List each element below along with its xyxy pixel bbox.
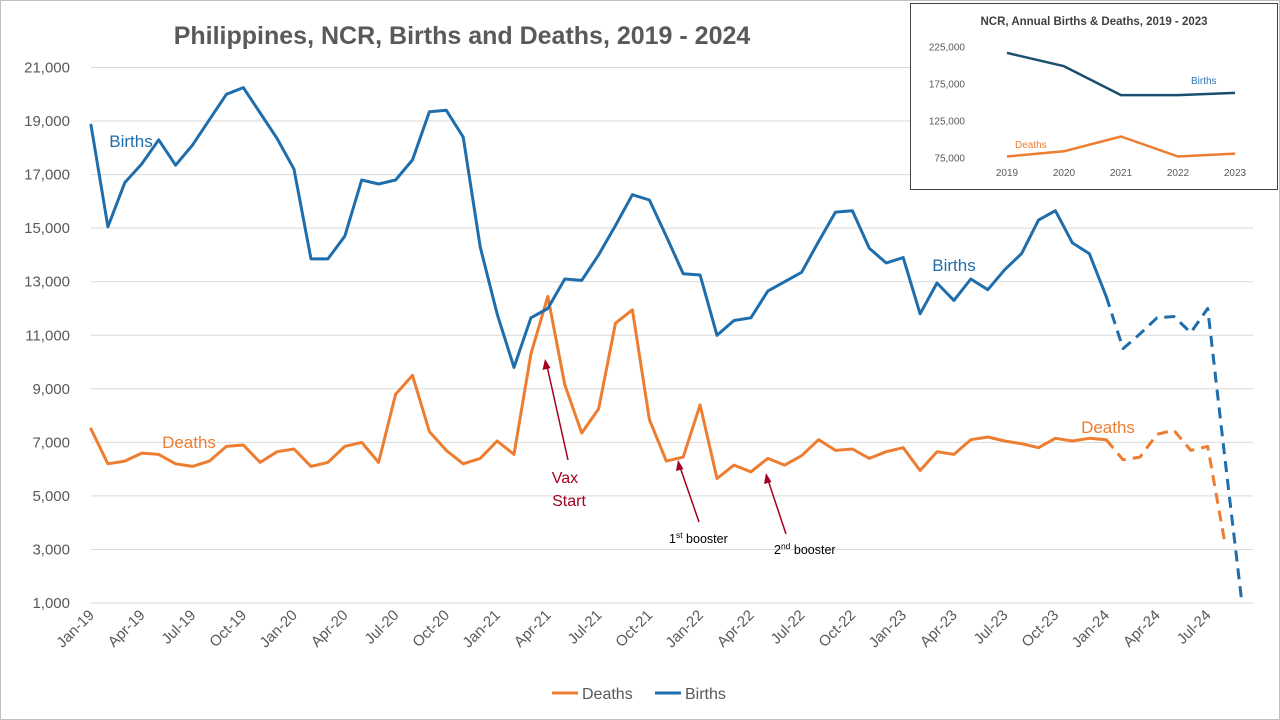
- annotation-booster-text: booster: [683, 532, 728, 546]
- x-tick-label: Jul-21: [565, 607, 606, 648]
- chart-title: Philippines, NCR, Births and Deaths, 201…: [174, 22, 751, 50]
- legend-label-births: Births: [685, 686, 726, 703]
- inset-y-tick-label: 175,000: [929, 80, 966, 91]
- legend: Deaths Births: [552, 686, 726, 703]
- inset-x-tick-label: 2021: [1110, 168, 1133, 179]
- x-tick-label: Jul-24: [1174, 607, 1215, 648]
- x-tick-label: Jul-22: [768, 607, 809, 648]
- inset-series-line-deaths: [1006, 135, 1236, 158]
- inset-x-tick-label: 2019: [996, 168, 1019, 179]
- series-label-deaths: Deaths: [162, 433, 216, 452]
- inset-title: NCR, Annual Births & Deaths, 2019 - 2023: [980, 16, 1207, 28]
- series-line-births: [89, 86, 1108, 369]
- annotation-arrow-2nd-booster: [767, 479, 787, 535]
- x-tick-label: Apr-23: [917, 607, 961, 651]
- x-tick-label: Apr-22: [714, 607, 758, 651]
- y-tick-label: 3,000: [32, 541, 70, 558]
- x-tick-label: Jan-24: [1069, 607, 1113, 651]
- inset-x-tick-label: 2022: [1167, 168, 1190, 179]
- inset-label-births: Births: [1191, 76, 1217, 87]
- x-tick-label: Oct-19: [206, 607, 250, 651]
- series-label-deaths: Deaths: [1081, 418, 1135, 437]
- x-tick-label: Oct-21: [612, 607, 656, 651]
- annotation-booster: 1st booster: [669, 530, 728, 546]
- annotation-booster-sup: st: [676, 530, 683, 540]
- x-tick-label: Jul-20: [361, 607, 402, 648]
- x-tick-label: Jan-19: [53, 607, 97, 651]
- annotation-booster-text: booster: [790, 543, 835, 557]
- x-tick-label: Jan-23: [866, 607, 910, 651]
- x-tick-label: Jan-22: [662, 607, 706, 651]
- y-tick-label: 1,000: [32, 595, 70, 612]
- inset-label-deaths: Deaths: [1015, 140, 1047, 151]
- x-axis-ticks: Jan-19 Apr-19 Jul-19 Oct-19 Jan-20 Apr-20 Jul-…: [53, 607, 1214, 651]
- series-label-births: Births: [109, 132, 152, 151]
- x-tick-label: Oct-22: [815, 607, 859, 651]
- inset-series-lines: [1006, 51, 1236, 158]
- x-tick-label: Jan-20: [256, 607, 300, 651]
- annotation-booster-number: 1: [669, 532, 676, 546]
- y-tick-label: 7,000: [32, 434, 70, 451]
- annotation-arrow-vax-start: [546, 365, 569, 461]
- x-tick-label: Apr-24: [1120, 607, 1164, 651]
- y-tick-label: 9,000: [32, 381, 70, 398]
- inset-line-chart: NCR, Annual Births & Deaths, 2019 - 2023…: [929, 16, 1247, 179]
- x-tick-label: Jul-19: [158, 607, 199, 648]
- annotation-booster-number: 2: [774, 543, 781, 557]
- legend-label-deaths: Deaths: [582, 686, 633, 703]
- y-tick-label: 15,000: [24, 220, 70, 237]
- inset-series-line-births: [1006, 51, 1236, 97]
- y-axis-ticks: 1,000 3,000 5,000 7,000 9,000 11,000 13,000 15,…: [24, 60, 70, 613]
- series-line-deaths-dashed: [1105, 428, 1227, 542]
- inset-y-tick-label: 125,000: [929, 117, 966, 128]
- annotation-arrowhead: [542, 359, 551, 370]
- y-tick-label: 21,000: [24, 60, 70, 77]
- y-tick-label: 13,000: [24, 274, 70, 291]
- inset-y-tick-label: 75,000: [934, 154, 965, 165]
- series-line-deaths: [89, 294, 1108, 480]
- inset-y-tick-label: 225,000: [929, 43, 966, 54]
- x-tick-label: Jan-21: [459, 607, 503, 651]
- series-lines: [89, 86, 1244, 601]
- x-tick-label: Apr-21: [511, 607, 555, 651]
- inset-chart-panel: NCR, Annual Births & Deaths, 2019 - 2023…: [910, 3, 1278, 190]
- inset-series-labels: Births Deaths: [1015, 76, 1217, 151]
- inset-x-tick-label: 2020: [1053, 168, 1076, 179]
- series-labels: Deaths Deaths Births Births: [109, 132, 1135, 452]
- annotation-arrowhead: [676, 460, 684, 471]
- x-tick-label: Jul-23: [971, 607, 1012, 648]
- inset-x-axis-ticks: 2019 2020 2021 2022 2023: [996, 168, 1247, 179]
- annotation-vax-start: Vax: [552, 470, 578, 487]
- annotation-arrow-1st-booster: [679, 466, 700, 523]
- annotation-vax-start: Start: [552, 493, 586, 510]
- x-tick-label: Apr-19: [105, 607, 149, 651]
- x-tick-label: Apr-20: [308, 607, 352, 651]
- x-tick-label: Oct-20: [409, 607, 453, 651]
- y-tick-label: 5,000: [32, 488, 70, 505]
- annotation-booster-sup: nd: [781, 541, 791, 551]
- y-tick-label: 11,000: [25, 327, 70, 344]
- series-line-births-dashed: [1104, 295, 1244, 601]
- annotation-arrowhead: [764, 473, 772, 484]
- inset-y-axis-ticks: 75,000 125,000 175,000 225,000: [929, 43, 966, 165]
- series-label-births: Births: [932, 256, 975, 275]
- y-tick-label: 19,000: [24, 113, 70, 130]
- annotation-booster: 2nd booster: [774, 541, 836, 557]
- y-tick-label: 17,000: [24, 167, 70, 184]
- x-tick-label: Oct-23: [1018, 607, 1062, 651]
- grid-lines: [91, 67, 1253, 604]
- inset-x-tick-label: 2023: [1224, 168, 1247, 179]
